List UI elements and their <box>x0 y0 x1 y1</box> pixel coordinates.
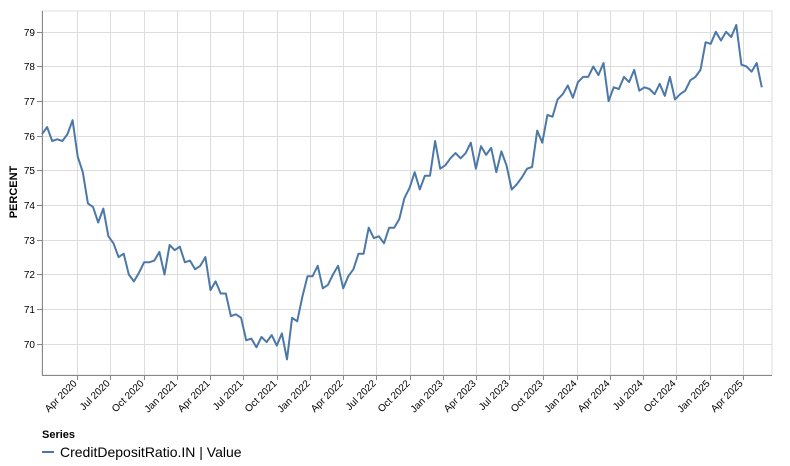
x-tick-label: Oct 2024 <box>642 378 679 415</box>
legend-label: CreditDepositRatio.IN | Value <box>60 444 242 460</box>
series-line <box>41 23 763 361</box>
x-tick-label: Apr 2025 <box>709 378 746 415</box>
x-tick-label: Apr 2022 <box>309 378 346 415</box>
x-tick-label: Oct 2023 <box>509 378 546 415</box>
x-tick-label: Jul 2022 <box>344 378 379 413</box>
y-tick-label: 73 <box>24 236 36 247</box>
x-tick-label: Jul 2023 <box>477 378 512 413</box>
x-tick-label: Jan 2021 <box>143 378 180 415</box>
x-tick-label: Apr 2020 <box>43 378 80 415</box>
x-tick-label: Apr 2024 <box>576 378 613 415</box>
y-tick-label: 71 <box>24 305 36 316</box>
x-tick-label: Apr 2021 <box>176 378 213 415</box>
y-tick-label: 76 <box>24 132 36 143</box>
y-tick-label: 78 <box>24 62 36 73</box>
y-tick-label: 74 <box>24 201 36 212</box>
x-tick-label: Oct 2022 <box>376 378 413 415</box>
legend-title: Series <box>42 429 76 441</box>
x-tick-label: Jul 2020 <box>78 378 113 413</box>
x-tick-label: Jan 2024 <box>543 378 580 415</box>
y-axis-title: PERCENT <box>8 165 20 218</box>
y-tick-label: 75 <box>24 166 36 177</box>
x-tick-label: Apr 2023 <box>442 378 479 415</box>
y-tick-label: 70 <box>24 340 36 351</box>
legend-item[interactable]: CreditDepositRatio.IN | Value <box>42 444 242 460</box>
series-layer <box>41 23 763 361</box>
x-tick-label: Oct 2020 <box>110 378 147 415</box>
y-tick-label: 72 <box>24 270 36 281</box>
x-tick-label: Jan 2022 <box>276 378 313 415</box>
grid-lines <box>41 10 773 376</box>
x-tick-label: Jul 2021 <box>211 378 246 413</box>
x-tick-label: Jan 2023 <box>409 378 446 415</box>
y-tick-label: 79 <box>24 28 36 39</box>
x-tick-label: Jul 2024 <box>611 378 646 413</box>
y-tick-label: 77 <box>24 97 36 108</box>
x-tick-label: Oct 2021 <box>243 378 280 415</box>
x-tick-label: Jan 2025 <box>676 378 713 415</box>
legend-swatch <box>42 451 54 453</box>
